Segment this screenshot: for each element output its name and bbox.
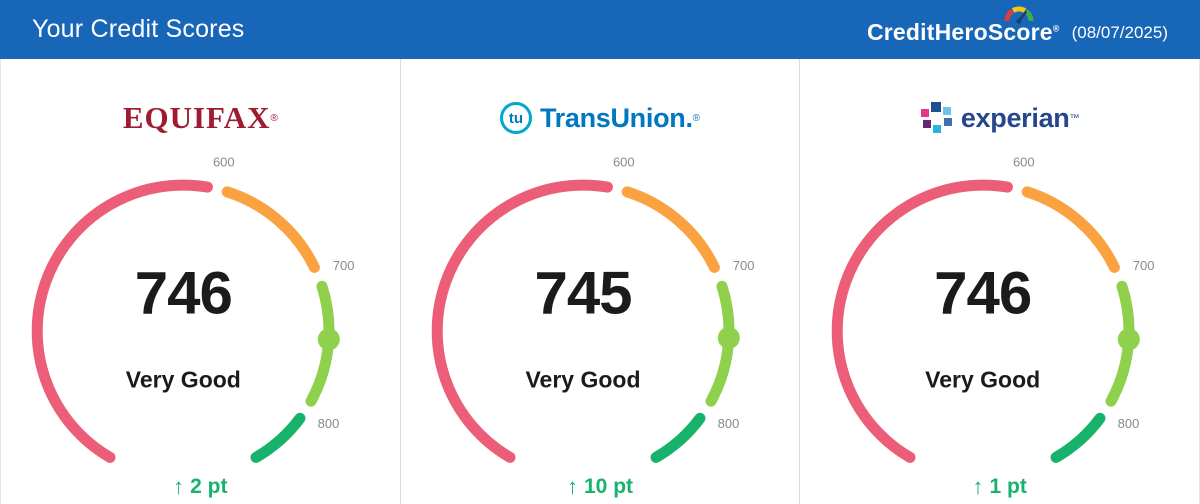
svg-text:600: 600 [213, 154, 235, 169]
bureau-panel-transunion: tu TransUnion. ® 600 700 800 745 Very Good … [401, 59, 801, 504]
transunion-logo-text: TransUnion. [539, 102, 693, 133]
credit-score-rating: Very Good [925, 366, 1041, 393]
credit-score-value: 746 [934, 259, 1032, 327]
up-arrow-icon: ↑ [972, 474, 984, 499]
credit-score-gauge: 600 700 800 746 Very Good [20, 143, 380, 488]
credit-score-value: 746 [134, 259, 233, 327]
equifax-logo: EQUIFAX ® [123, 99, 278, 137]
score-change: ↑ 2 pt [173, 474, 227, 500]
page-title: Your Credit Scores [32, 15, 245, 43]
svg-text:700: 700 [333, 258, 355, 273]
up-arrow-icon: ↑ [173, 474, 185, 499]
svg-text:800: 800 [718, 416, 740, 431]
bureau-panel-experian: experian ™ 600 700 800 746 Very Good ↑ 1 pt [800, 59, 1199, 504]
transunion-logo-icon: tu [499, 102, 532, 134]
header-right: CreditHeroScore® (08/07/2025) [866, 6, 1168, 46]
credit-score-rating: Very Good [525, 366, 641, 393]
scores-row: EQUIFAX ® 600 700 800 746 Very Good ↑ 2 pt … [0, 59, 1200, 504]
svg-text:600: 600 [613, 154, 635, 169]
gauge-icon [1004, 6, 1034, 24]
report-date: (08/07/2025) [1071, 22, 1168, 42]
score-change: ↑ 10 pt [567, 474, 633, 500]
score-change-amount: 1 pt [989, 475, 1027, 498]
brand-text: CreditHeroScore [866, 19, 1053, 45]
credit-score-rating: Very Good [125, 366, 241, 393]
experian-logo: experian ™ [920, 99, 1080, 137]
svg-text:800: 800 [1117, 416, 1139, 431]
svg-text:600: 600 [1013, 154, 1035, 169]
transunion-icon-text: tu [508, 109, 524, 127]
svg-text:700: 700 [733, 258, 755, 273]
transunion-logo: tu TransUnion. ® [499, 99, 701, 137]
experian-logo-text: experian [960, 102, 1070, 133]
score-change-amount: 2 pt [190, 475, 228, 498]
registered-mark: ® [270, 112, 278, 124]
page-header: Your Credit Scores CreditHeroScore® (08/… [0, 0, 1200, 59]
gauge-arc-chart: 600 700 800 [831, 154, 1154, 463]
registered-mark: ® [692, 112, 701, 124]
up-arrow-icon: ↑ [567, 474, 578, 499]
svg-text:800: 800 [318, 416, 340, 431]
gauge-arc-chart: 600 700 800 [431, 154, 755, 463]
credit-score-gauge: 600 700 800 746 Very Good [820, 143, 1180, 488]
score-change-amount: 10 pt [584, 475, 634, 498]
registered-mark: ® [1052, 23, 1060, 34]
equifax-logo-text: EQUIFAX [122, 100, 271, 135]
score-change: ↑ 1 pt [973, 474, 1027, 500]
svg-text:700: 700 [1132, 258, 1154, 273]
gauge-arc-chart: 600 700 800 [32, 154, 355, 463]
creditheroscore-logo: CreditHeroScore® [866, 6, 1060, 46]
trademark-mark: ™ [1069, 112, 1080, 124]
credit-score-gauge: 600 700 800 745 Very Good [420, 143, 780, 488]
experian-logo-mark [920, 102, 954, 134]
bureau-panel-equifax: EQUIFAX ® 600 700 800 746 Very Good ↑ 2 pt [1, 59, 401, 504]
credit-score-value: 745 [534, 259, 632, 327]
